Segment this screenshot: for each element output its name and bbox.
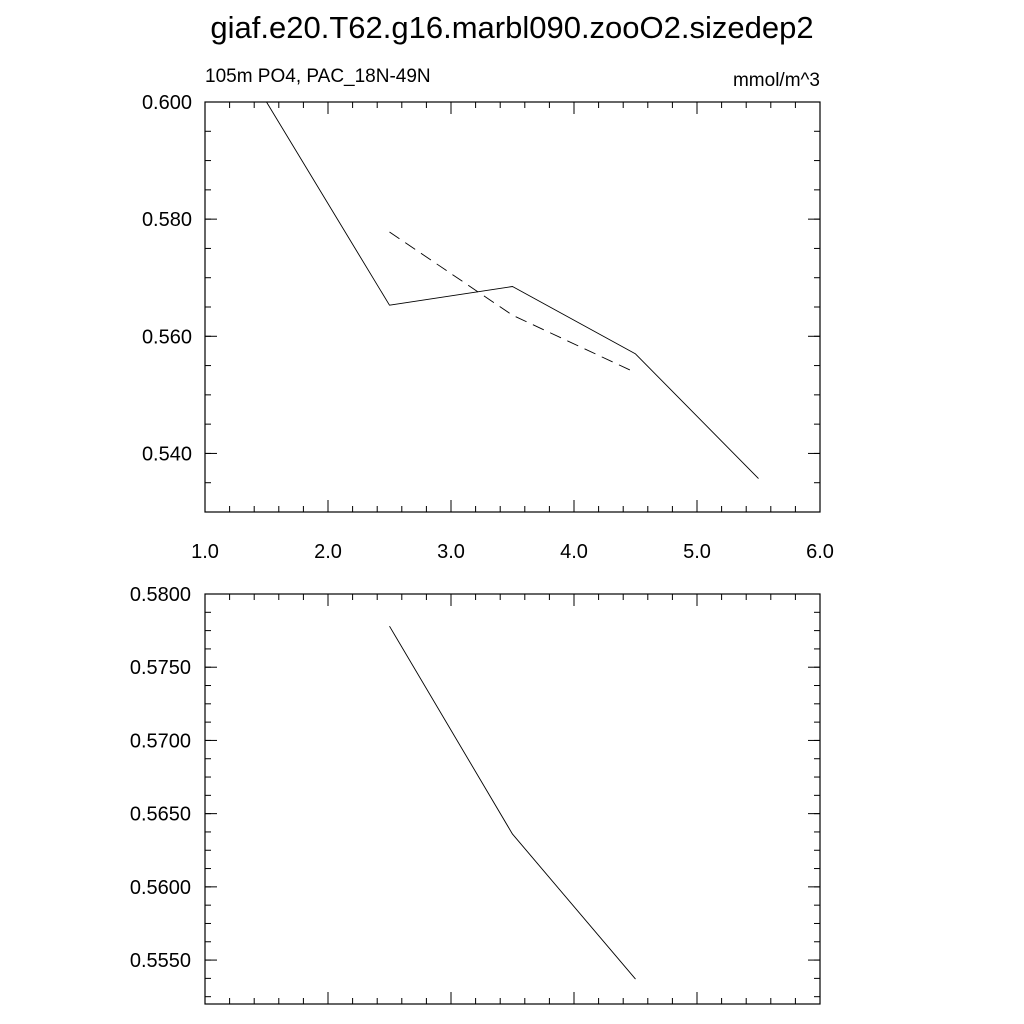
y-tick-label: 0.540	[142, 443, 192, 465]
x-tick-label: 5.0	[683, 541, 711, 563]
x-tick-label: 2.0	[314, 541, 342, 563]
x-tick-label: 3.0	[437, 541, 465, 563]
y-tick-label: 0.580	[142, 209, 192, 231]
y-tick-label: 0.600	[142, 92, 192, 114]
y-tick-label: 0.5550	[130, 950, 191, 972]
figure-title: giaf.e20.T62.g16.marbl090.zooO2.sizedep2	[210, 10, 813, 45]
series-line-1	[389, 625, 636, 980]
x-tick-label: 1.0	[191, 541, 219, 563]
y-tick-label: 0.5700	[130, 730, 191, 752]
right-string: mmol/m^3	[733, 70, 820, 91]
series-line-2	[389, 231, 636, 374]
plot-panel-1: 1.0 2.0 3.0 4.0 5.0 6.0 0.540 0.560 0.580 0.600 10…	[142, 66, 834, 563]
plot-panel-2: 0.5550 0.5600 0.5650 0.5700 0.5750 0.5800	[130, 584, 821, 1005]
x-tick-label: 6.0	[806, 541, 834, 563]
y-tick-label: 0.5800	[130, 584, 191, 606]
plot-panels: 1.0 2.0 3.0 4.0 5.0 6.0 0.540 0.560 0.580 0.600 10…	[130, 66, 834, 1005]
y-tick-label: 0.5750	[130, 657, 191, 679]
y-tick-label: 0.5600	[130, 877, 191, 899]
plot-frame	[204, 593, 821, 1005]
x-tick-label: 4.0	[560, 541, 588, 563]
series-line-1	[266, 101, 759, 479]
left-string: 105m PO4, PAC_18N-49N	[205, 66, 431, 87]
plot-frame	[204, 101, 821, 513]
y-tick-label: 0.5650	[130, 804, 191, 826]
y-tick-label: 0.560	[142, 326, 192, 348]
